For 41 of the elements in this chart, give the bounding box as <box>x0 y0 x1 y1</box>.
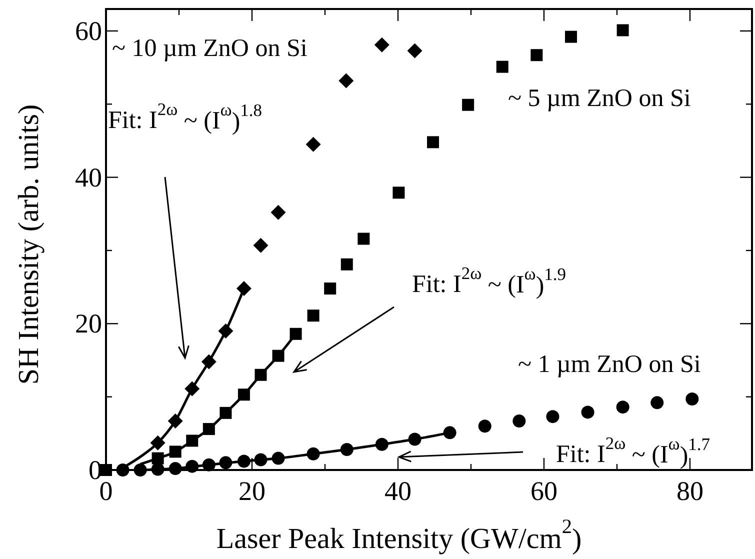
point <box>530 49 543 62</box>
point <box>407 43 422 58</box>
point <box>270 204 286 220</box>
y-tick-label: 20 <box>75 308 102 339</box>
x-axis-title: Laser Peak Intensity (GW/cm$^{2}$) <box>216 516 582 556</box>
point <box>650 396 664 410</box>
y-tick-label: 60 <box>75 16 102 46</box>
series-label: ~ 1 µm ZnO on Si <box>518 351 701 378</box>
annotation: Fit: I$^{2ω}$ ~ (I$^{ω}$)$^{1.7}$ <box>556 432 710 470</box>
point <box>616 24 629 36</box>
point <box>546 410 560 424</box>
x-tick-label: 40 <box>384 476 412 506</box>
point <box>324 282 336 295</box>
legend-label: ~ 5 µm ZnO on Si <box>508 85 691 112</box>
annotation: Fit: I$^{2ω}$ ~ (I$^{ω}$)$^{1.8}$ <box>108 98 262 136</box>
point <box>462 98 474 111</box>
point <box>512 414 526 428</box>
point <box>306 136 321 152</box>
point <box>496 60 508 73</box>
point <box>338 73 354 88</box>
x-tick-label: 80 <box>676 476 704 506</box>
x-tick-label: 20 <box>238 476 266 506</box>
point <box>392 186 405 199</box>
annotation: Fit: I$^{2ω}$ ~ (I$^{ω}$)$^{1.9}$ <box>412 262 566 300</box>
point <box>616 400 630 414</box>
x-tick-label: 60 <box>530 476 558 506</box>
y-tick-label: 40 <box>75 162 102 192</box>
point <box>374 37 390 52</box>
point <box>100 464 112 476</box>
point <box>478 420 492 433</box>
point <box>358 232 370 245</box>
point <box>307 310 320 322</box>
point <box>253 238 268 253</box>
series-label: ~ 10 µm ZnO on Si <box>112 35 308 62</box>
point <box>564 30 577 43</box>
point <box>427 136 440 148</box>
point <box>581 406 594 419</box>
point <box>340 258 353 270</box>
point <box>686 392 699 406</box>
point <box>116 464 130 476</box>
y-axis-title: SH Intensity (arb. units) <box>13 104 45 385</box>
